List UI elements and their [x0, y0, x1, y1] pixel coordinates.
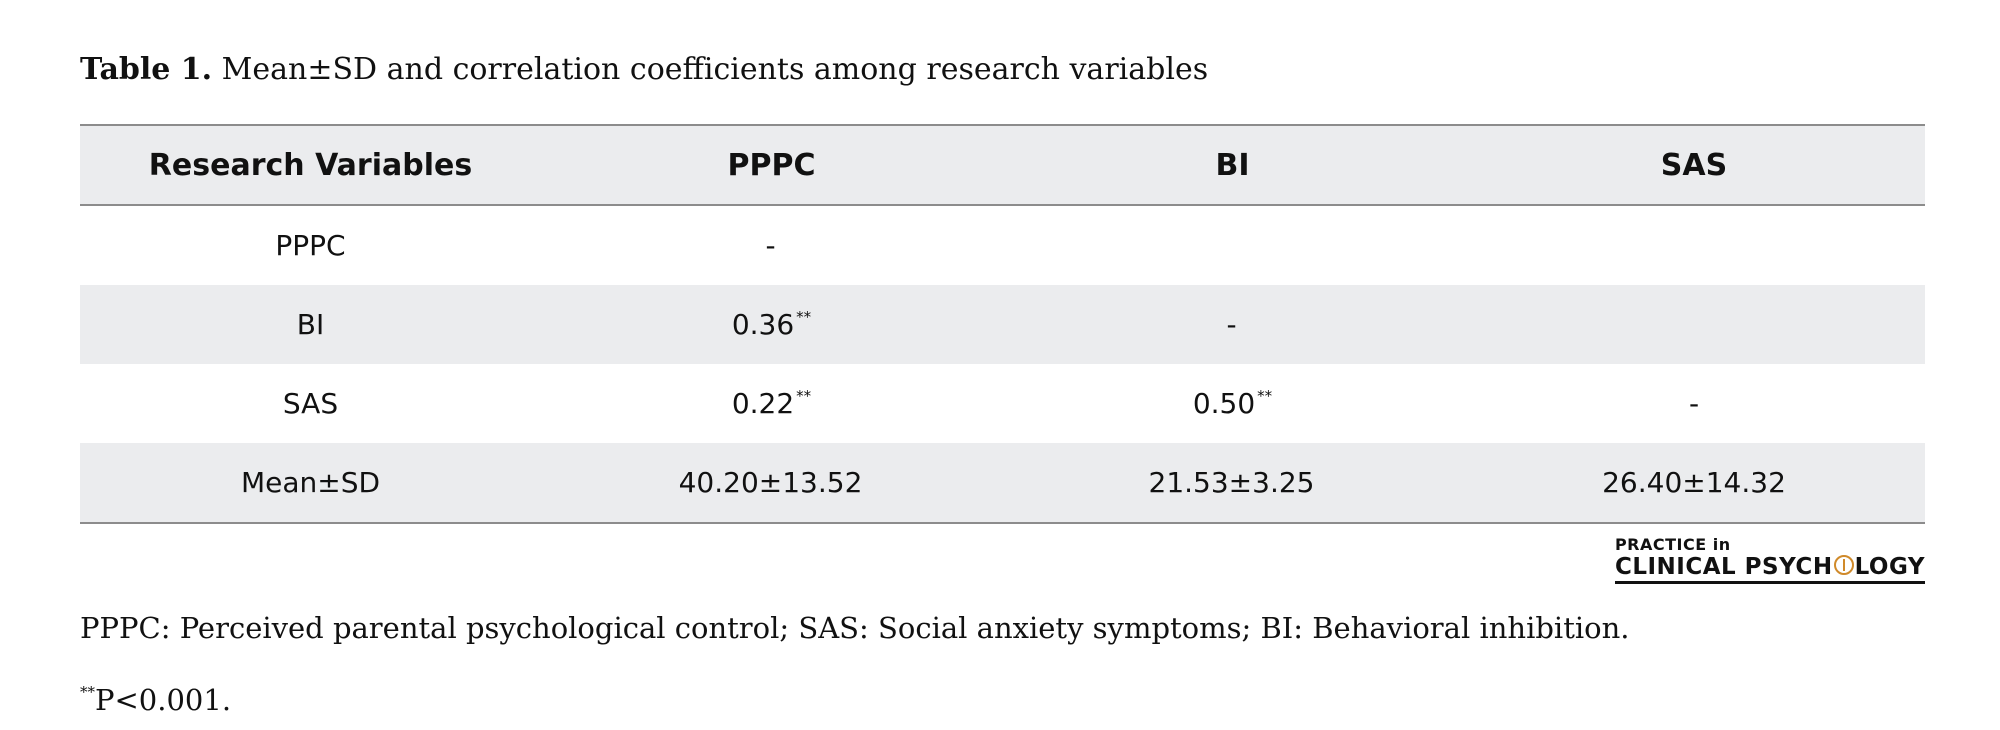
- table-row: BI 0.36 ** -: [80, 285, 1925, 364]
- cell-value: -: [1226, 308, 1237, 341]
- table-row: Mean±SD 40.20±13.52 21.53±3.25 26.40±14.…: [80, 443, 1925, 524]
- journal-logo-line2: CLINICAL PSYCH LOGY: [1614, 554, 1925, 584]
- significance-marker: **: [796, 387, 812, 405]
- table-caption-text: Mean±SD and correlation coefficients amo…: [212, 52, 1209, 87]
- column-header-research-variables: Research Variables: [80, 124, 541, 206]
- sas-cell: [1463, 205, 1925, 285]
- cell-value: -: [765, 229, 776, 262]
- cell-value: 21.53±3.25: [1148, 466, 1315, 499]
- sas-cell: [1463, 285, 1925, 364]
- row-label-cell: SAS: [282, 387, 339, 420]
- column-header-bi: BI: [1002, 124, 1463, 206]
- bi-cell: -: [1002, 285, 1463, 364]
- cell-value: 0.36: [731, 308, 795, 341]
- sas-cell: -: [1688, 387, 1700, 420]
- significance-marker: **: [1257, 387, 1273, 405]
- cell-value: 0.50: [1192, 387, 1256, 420]
- table-header-row: Research Variables PPPC BI SAS: [80, 124, 1925, 206]
- abbreviation-footnote: PPPC: Perceived parental psychological c…: [80, 611, 1630, 645]
- table-caption: Table 1. Mean±SD and correlation coeffic…: [80, 46, 1208, 94]
- row-label-cell: Mean±SD: [80, 443, 541, 524]
- bi-cell: 21.53±3.25: [1002, 443, 1463, 524]
- table-row: PPPC -: [80, 205, 1925, 285]
- journal-logo: PRACTICE in CLINICAL PSYCH LOGY: [1614, 535, 1925, 584]
- cell-value: 0.22: [731, 387, 795, 420]
- cell-value: 40.20±13.52: [678, 466, 863, 499]
- significance-footnote: **P<0.001.: [80, 680, 231, 720]
- row-label-cell: BI: [296, 308, 325, 341]
- bi-cell: [1002, 205, 1463, 285]
- pppc-cell: 40.20±13.52: [541, 443, 1002, 524]
- correlation-table: Research Variables PPPC BI SAS PPPC - BI…: [80, 124, 1925, 524]
- significance-footnote-marker: **: [80, 683, 95, 701]
- table-caption-label: Table 1.: [80, 52, 213, 87]
- psi-emblem-icon: [1833, 555, 1854, 575]
- pppc-cell: -: [541, 205, 1002, 285]
- journal-logo-line1: PRACTICE in: [1614, 535, 1731, 554]
- bi-cell: 0.50 **: [1002, 364, 1463, 443]
- significance-marker: **: [796, 308, 812, 326]
- pppc-cell: 0.22 **: [541, 364, 1002, 443]
- significance-footnote-text: P<0.001.: [95, 683, 232, 717]
- row-label-cell: PPPC: [275, 229, 346, 262]
- column-header-sas: SAS: [1463, 124, 1925, 206]
- journal-logo-line2-start: CLINICAL PSYCH: [1614, 554, 1833, 580]
- sas-cell: 26.40±14.32: [1463, 443, 1925, 524]
- pppc-cell: 0.36 **: [541, 285, 1002, 364]
- journal-logo-line2-end: LOGY: [1854, 554, 1925, 580]
- column-header-pppc: PPPC: [541, 124, 1002, 206]
- table-row: SAS 0.22 ** 0.50 ** -: [80, 364, 1925, 443]
- correlation-table-container: Research Variables PPPC BI SAS PPPC - BI…: [80, 124, 1925, 524]
